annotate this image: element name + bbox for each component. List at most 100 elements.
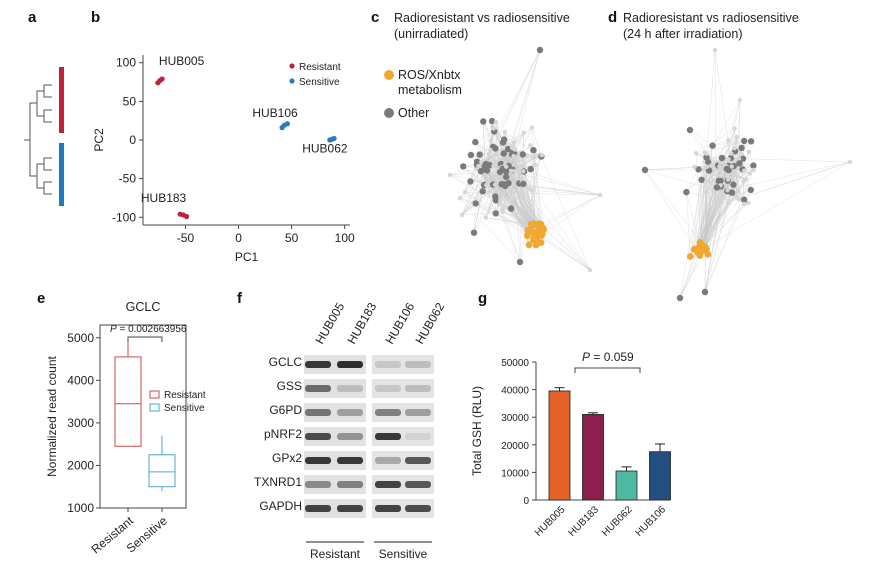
blot-band <box>337 505 363 512</box>
other-node <box>511 153 516 159</box>
other-node <box>746 200 751 206</box>
network-edge <box>686 192 691 257</box>
other-node <box>735 188 741 194</box>
other-node <box>741 201 746 207</box>
blot-band <box>375 433 401 440</box>
bar-y-tick-label: 40000 <box>501 386 529 397</box>
other-node <box>500 150 507 157</box>
box-y-tick-label: 1000 <box>67 501 94 515</box>
network-edge <box>538 194 601 227</box>
other-node <box>701 288 709 296</box>
blot-band <box>305 385 331 392</box>
pca-point-sensitive <box>284 121 290 127</box>
other-node <box>698 176 705 183</box>
other-node <box>529 188 534 193</box>
other-node <box>530 147 537 154</box>
other-node <box>462 189 468 195</box>
other-node <box>488 117 496 125</box>
network-edge <box>473 184 502 233</box>
blot-row-label: GCLC <box>269 355 303 369</box>
other-node <box>479 188 486 195</box>
other-node <box>507 205 515 212</box>
network-edge <box>712 140 745 146</box>
bar-x-tick-label: HUB062 <box>600 504 635 539</box>
dendrogram <box>24 84 52 195</box>
legend-ros-dot <box>384 70 394 80</box>
blot-band <box>375 361 401 368</box>
blot-row-label: GSS <box>277 379 302 393</box>
blot-band <box>405 433 431 440</box>
panel-label-f: f <box>237 290 243 307</box>
ros-node <box>702 244 709 252</box>
blot-row-label: TXNRD1 <box>254 475 302 489</box>
other-node <box>506 197 512 203</box>
other-node <box>732 126 737 131</box>
pca-sample-label: HUB106 <box>252 106 298 120</box>
other-node <box>741 179 746 184</box>
other-node <box>492 158 497 164</box>
blot-band <box>375 505 401 512</box>
network-edge <box>515 169 544 229</box>
other-node <box>492 182 498 187</box>
other-node <box>486 152 491 157</box>
other-node <box>705 167 713 174</box>
network-edge <box>701 190 714 251</box>
other-node <box>739 151 744 157</box>
network-edge <box>703 169 714 251</box>
blot-strip-sensitive <box>372 427 434 446</box>
network-edge <box>501 184 528 236</box>
box-y-tick-label: 2000 <box>67 458 94 472</box>
blot-strip-sensitive <box>372 379 434 398</box>
bar-x-tick-label: HUB106 <box>634 504 669 539</box>
panel-c-title-line2: (unirradiated) <box>394 27 468 41</box>
network-edge <box>522 155 544 230</box>
ros-node <box>523 232 531 240</box>
other-node <box>703 190 708 195</box>
other-node <box>502 129 507 135</box>
ros-node <box>690 245 698 253</box>
panel-label-d: d <box>608 9 617 26</box>
other-node <box>725 188 730 193</box>
other-node <box>737 156 742 162</box>
network-edge <box>703 202 749 246</box>
other-node <box>747 138 755 145</box>
other-node <box>476 151 483 158</box>
bar-y-tick-label: 0 <box>523 496 529 507</box>
blot-band <box>337 481 363 488</box>
network-edge <box>531 127 542 225</box>
ros-node <box>540 226 547 234</box>
other-node <box>457 196 463 201</box>
other-node <box>718 154 726 162</box>
panel-label-b: b <box>91 9 100 26</box>
gsh-bar-chart: 0 10000 20000 30000 40000 50000 Total GSH (RLU… <box>470 350 671 539</box>
other-node <box>502 182 509 190</box>
other-node <box>509 168 514 174</box>
bar-y-tick-label: 20000 <box>501 441 529 452</box>
pca-y-axis-label: PC2 <box>92 128 106 152</box>
other-node <box>676 294 684 302</box>
other-node <box>527 165 534 173</box>
network-edge <box>704 140 745 153</box>
other-node <box>725 177 731 182</box>
pca-x-tick-label: 100 <box>335 231 355 245</box>
other-node <box>447 172 453 178</box>
other-node <box>492 210 499 217</box>
other-node <box>514 158 519 163</box>
blot-row-label: G6PD <box>269 403 302 417</box>
box-sensitive <box>148 454 176 488</box>
ros-node <box>533 221 540 229</box>
other-node <box>492 153 497 158</box>
pca-x-axis-label: PC1 <box>235 250 259 264</box>
other-node <box>718 168 724 173</box>
pca-x-tick-label: 50 <box>285 231 299 245</box>
network-edge <box>475 131 495 143</box>
other-node <box>739 155 747 162</box>
network-unirradiated <box>447 46 603 273</box>
network-edge <box>539 154 591 271</box>
network-edge <box>486 156 542 171</box>
other-node <box>473 158 481 165</box>
network-edge <box>644 169 698 251</box>
pca-legend-label: Sensitive <box>299 77 340 88</box>
